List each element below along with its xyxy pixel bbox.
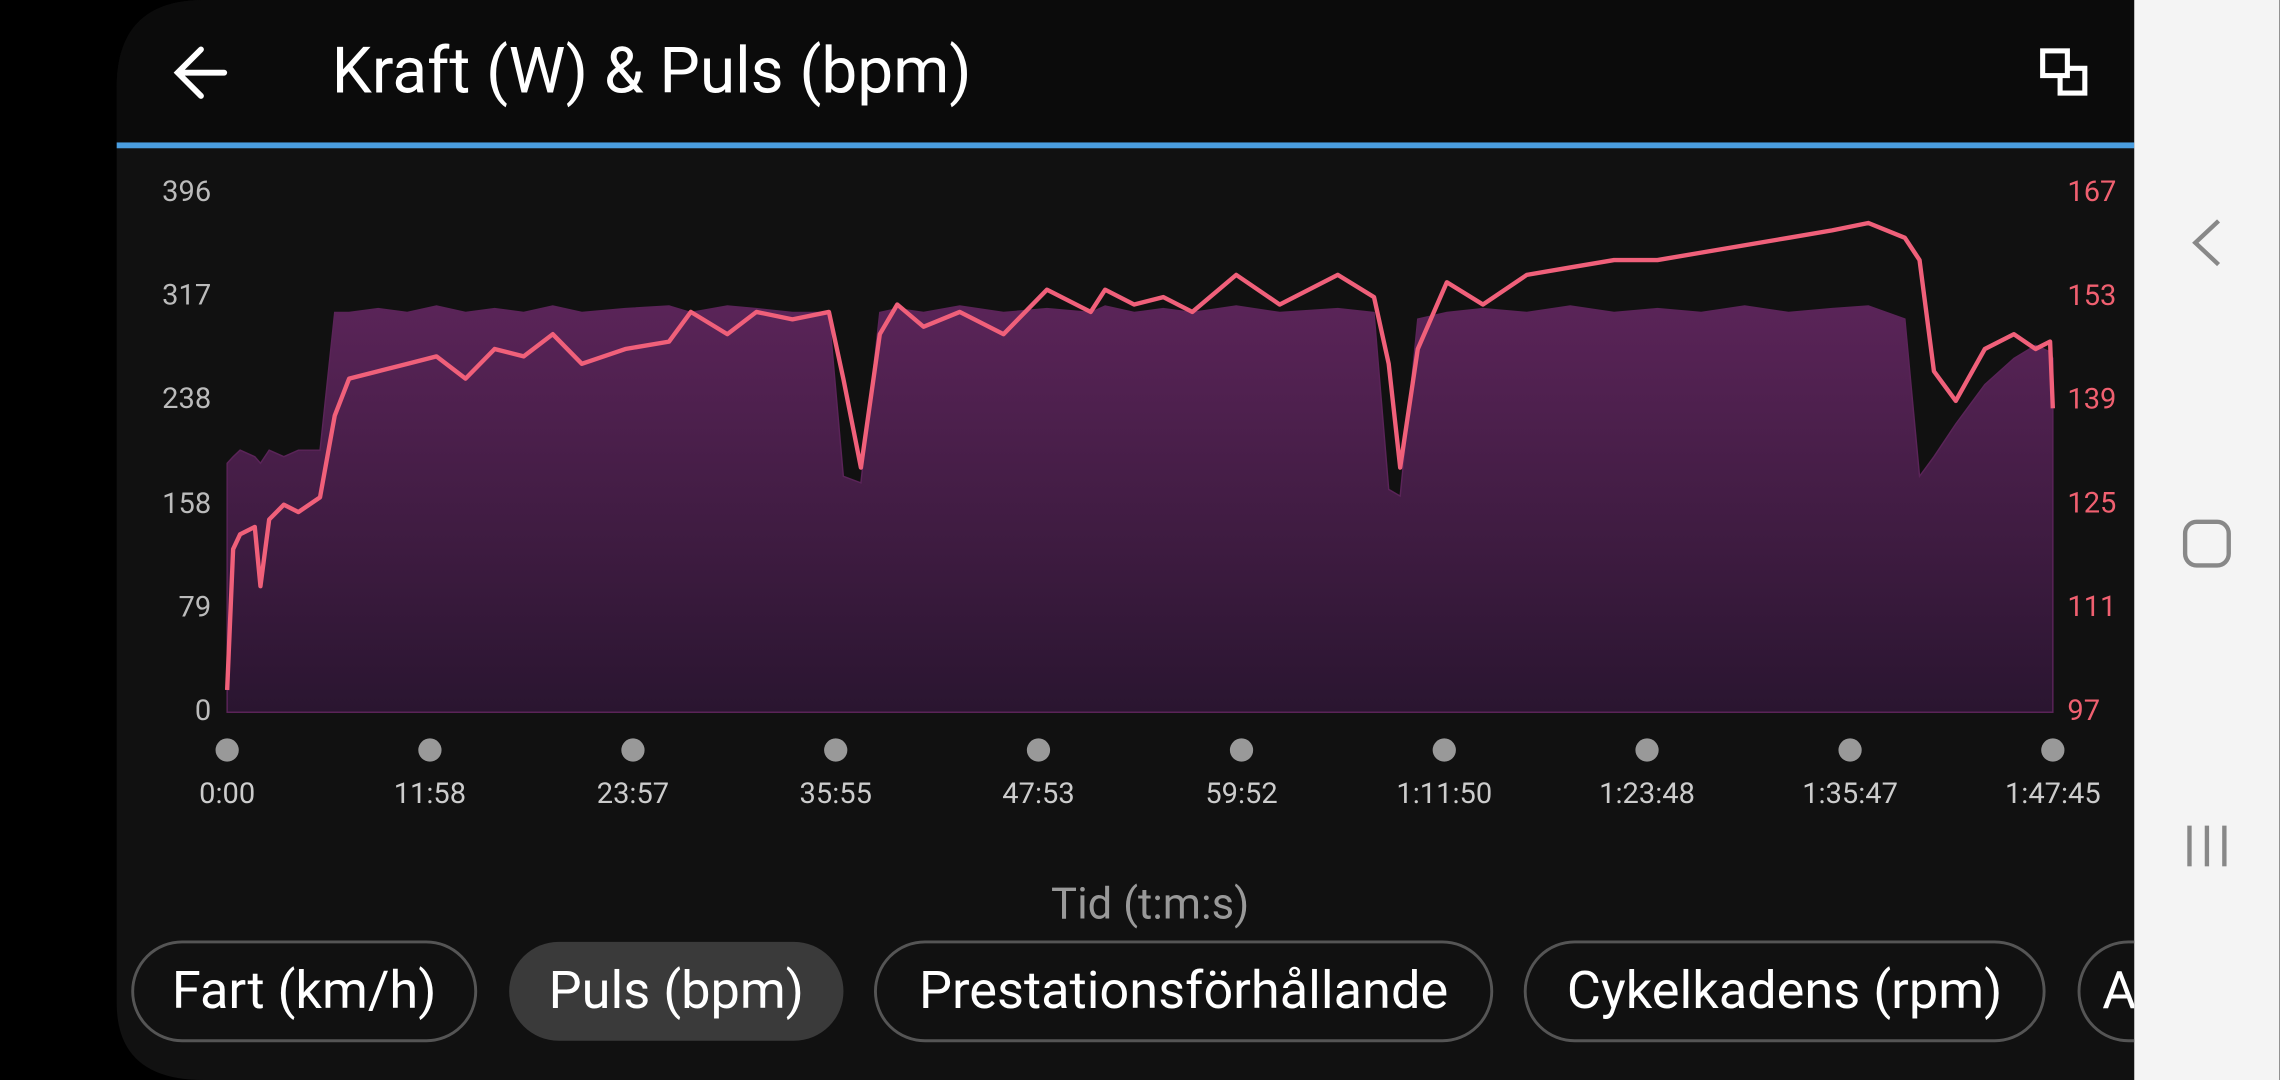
metric-tab-label: Prestationsförhållande (919, 959, 1448, 1021)
x-tick-label: 1:35:47 (1802, 777, 1898, 811)
x-tick-label: 35:55 (800, 777, 872, 811)
y-tick-label: 158 (162, 487, 211, 521)
x-tick-label: 47:53 (1002, 777, 1074, 811)
nav-bar (2134, 0, 2280, 1080)
x-tick-dot (1229, 738, 1254, 762)
app-bar (116, 0, 2135, 146)
nav-back[interactable] (2192, 219, 2221, 267)
y-tick-label: 79 (178, 590, 211, 624)
metric-tab[interactable] (873, 940, 1494, 1043)
x-axis-title: Tid (t:m:s) (1051, 879, 1249, 930)
back-button[interactable] (173, 46, 228, 99)
metric-tab[interactable] (509, 941, 844, 1041)
metric-tab-label: Puls (bpm) (549, 959, 804, 1021)
x-tick-label: 11:58 (394, 777, 466, 811)
y-tick-label: 396 (162, 175, 211, 209)
x-tick-dot (1432, 738, 1456, 762)
x-tick-dot (824, 738, 848, 762)
x-tick-dot (1026, 738, 1051, 762)
nav-home[interactable] (2182, 519, 2231, 568)
power-area (226, 305, 2054, 713)
metric-tab[interactable] (131, 940, 478, 1043)
y-tick-label: 238 (162, 382, 211, 416)
x-tick-dot (1838, 738, 1862, 762)
x-tick-label: 23:57 (597, 777, 669, 811)
expand-button[interactable] (2040, 48, 2088, 96)
x-tick-label: 0:00 (199, 777, 255, 811)
metric-tabs: Fart (km/h) Puls (bpm) Prestationsförhålla… (131, 940, 2280, 1043)
x-tick-label: 59:52 (1205, 777, 1277, 811)
heart-rate-line (224, 220, 2056, 691)
y2-tick-label: 111 (2067, 590, 2116, 624)
metric-tab[interactable] (1523, 940, 2046, 1043)
y2-tick-label: 153 (2067, 279, 2116, 313)
chart: 0 79 158 238 317 396 97 111 125 139 153 167 0:00 11:5… (162, 175, 2116, 811)
nav-recents[interactable] (2187, 825, 2227, 867)
y2-tick-label: 125 (2067, 486, 2116, 520)
metric-tab[interactable] (2077, 940, 2280, 1043)
x-tick-dot (621, 738, 645, 762)
metric-tab-label: A (2102, 959, 2136, 1021)
x-tick-dot (2041, 738, 2065, 762)
y2-tick-label: 139 (2067, 383, 2116, 417)
x-tick-dot (418, 738, 442, 762)
accent-line (116, 142, 2135, 149)
y2-tick-label: 167 (2067, 175, 2116, 209)
x-tick-label: 1:11:50 (1396, 777, 1492, 811)
metric-tab-label: Cykelkadens (rpm) (1567, 959, 2002, 1021)
title: Kraft (W) & Puls (bpm) (332, 33, 972, 108)
y2-tick-label: 97 (2067, 694, 2100, 728)
y-tick-label: 317 (162, 279, 211, 313)
x-tick-label: 1:47:45 (2005, 777, 2101, 811)
x-tick-label: 1:23:48 (1599, 777, 1695, 811)
x-tick-dot (215, 738, 239, 762)
x-tick-dot (1635, 738, 1659, 762)
metric-tab-label: Fart (km/h) (172, 959, 437, 1021)
y-tick-label: 0 (195, 694, 211, 728)
